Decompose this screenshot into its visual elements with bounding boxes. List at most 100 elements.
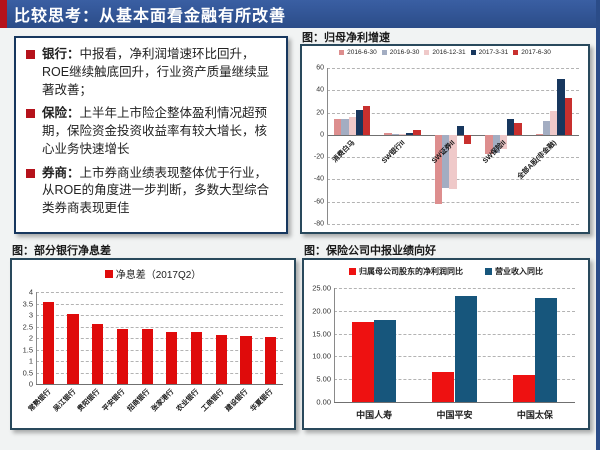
bar [557, 79, 565, 135]
bar [534, 298, 557, 402]
bar [116, 328, 128, 384]
x-axis-label: 中国人寿 [356, 410, 393, 420]
y-tick-label: 1.5 [22, 345, 33, 354]
title-bar: 比较思考：从基本面看金融有所改善 [0, 0, 600, 28]
y-axis-line [36, 292, 37, 384]
gridline [327, 90, 579, 92]
legend-item: 净息差（2017Q2） [104, 266, 201, 281]
y-axis-line [327, 68, 328, 224]
bullet-body: 上市券商业绩表现整体优于行业，从ROE的角度进一步判断，多数大型综合类券商表现更… [42, 165, 270, 216]
bar [352, 321, 375, 402]
bar [391, 133, 399, 135]
bullet-text: 券商：上市券商业绩表现整体优于行业，从ROE的角度进一步判断，多数大型综合类券商… [42, 165, 276, 218]
y-tick-label: -20 [313, 153, 324, 161]
x-axis-label: 贵阳银行 [76, 388, 102, 414]
bar [67, 313, 79, 384]
bar [564, 98, 572, 135]
bar [507, 119, 515, 135]
y-tick-label: 20 [316, 109, 324, 117]
y-tick-label: -80 [313, 220, 324, 228]
legend-swatch [513, 50, 519, 55]
bar [434, 134, 443, 204]
bar [348, 117, 356, 135]
bar [463, 134, 472, 144]
x-axis-label: SW银行II [380, 139, 407, 165]
bar [432, 372, 455, 402]
x-axis-label: 中国平安 [436, 410, 473, 420]
legend-swatch [470, 50, 476, 55]
bar [442, 134, 450, 189]
bullet-marker [26, 109, 35, 119]
legend-swatch [339, 50, 345, 55]
legend-label: 营业收入同比 [495, 267, 543, 276]
y-tick-label: 4 [28, 287, 33, 297]
y-tick-label: 0 [320, 131, 324, 139]
chart-legend: 2016-6-30 2016-9-30 2016-12-31 2017-3-31 201… [302, 49, 588, 56]
x-axis-label: 消费白马 [331, 139, 357, 165]
bullet-item-insurance: 保险：上半年上市险企整体盈利情况超预期，保险资金投资收益率有较大增长，核心业务快… [26, 105, 276, 158]
bullet-text: 保险：上半年上市险企整体盈利情况超预期，保险资金投资收益率有较大增长，核心业务快… [42, 105, 276, 158]
legend-item: 2016-6-30 [339, 49, 377, 56]
bullet-item-banks: 银行：中报看，净利润增速环比回升，ROE继续触底回升，行业资产质量继续显著改善； [26, 46, 276, 99]
bar [42, 302, 54, 384]
bar [355, 110, 364, 135]
page-title: 比较思考：从基本面看金融有所改善 [14, 8, 287, 25]
legend-item: 归属母公司股东的净利润同比 [349, 266, 463, 277]
bullet-label: 保险： [42, 106, 80, 121]
gridline [36, 338, 283, 339]
y-tick-label: 0.00 [316, 397, 331, 407]
chart-title-insurance-results: 图：保险公司中报业绩向好 [304, 245, 436, 257]
bar [190, 332, 203, 384]
y-tick-label: 20.00 [312, 306, 331, 316]
x-axis-label: 工商银行 [200, 388, 226, 414]
bullet-marker [26, 168, 35, 178]
legend-swatch [485, 268, 492, 275]
bar [542, 121, 551, 135]
bullet-label: 券商： [42, 165, 80, 180]
bar [512, 374, 535, 402]
bullet-body: 上半年上市险企整体盈利情况超预期，保险资金投资收益率有较大增长，核心业务快速增长 [42, 106, 268, 156]
y-tick-label: 60 [316, 64, 324, 72]
x-axis-label: 全部A股(非金融) [516, 139, 558, 181]
title-accent-strip [0, 0, 7, 28]
legend-label: 2017-6-30 [521, 49, 551, 56]
summary-panel: 银行：中报看，净利润增速环比回升，ROE继续触底回升，行业资产质量继续显著改善；… [14, 36, 288, 234]
bar [413, 130, 421, 135]
y-tick-label: 3.5 [22, 299, 33, 308]
bullet-marker [26, 50, 35, 59]
legend-label: 2016-6-30 [347, 49, 377, 56]
chart-legend: 归属母公司股东的净利润同比 营业收入同比 [304, 266, 588, 277]
bar [398, 133, 407, 135]
bar [265, 336, 277, 384]
gridline [334, 288, 575, 289]
right-edge-strip [596, 0, 600, 450]
x-axis-label: 建设银行 [225, 388, 250, 414]
y-tick-label: 10.00 [312, 351, 331, 361]
legend-item: 2017-3-31 [470, 49, 508, 56]
legend-item: 2017-6-30 [513, 49, 551, 56]
legend-label: 2016-9-30 [389, 49, 420, 56]
chart-plot-area: 0 0.5 1 1.5 2 2.5 3 3.5 4 常熟银行 吴江银行 贵阳银行 平安银行 招商银行 张家港… [23, 288, 283, 413]
y-tick-label: 5.00 [316, 374, 331, 384]
y-tick-label: 0.5 [22, 368, 33, 377]
bullet-body: 中报看，净利润增速环比回升，ROE继续触底回升，行业资产质量继续显著改善； [42, 47, 270, 97]
legend-item: 营业收入同比 [485, 266, 543, 277]
bar [499, 134, 508, 150]
bar [449, 134, 457, 190]
bar [406, 132, 414, 135]
chart-title-bank-nim: 图：部分银行净息差 [12, 245, 111, 257]
chart-legend: 净息差（2017Q2） [12, 266, 294, 281]
legend-swatch [104, 269, 113, 278]
bar [514, 122, 522, 135]
bar [341, 119, 349, 135]
y-tick-label: 2.5 [22, 322, 33, 331]
y-axis-line [334, 288, 335, 402]
y-tick-label: 25.00 [312, 283, 331, 293]
chart-plot-area: 0.00 5.00 10.00 15.00 20.00 25.00 中国人寿 中国平安 中国太保 [312, 284, 575, 420]
y-tick-label: -40 [313, 175, 324, 183]
legend-item: 2016-12-31 [424, 49, 466, 56]
x-axis-label: 华夏银行 [249, 388, 275, 414]
y-tick-label: 1 [28, 356, 33, 366]
legend-swatch [349, 268, 356, 275]
bullet-item-brokers: 券商：上市券商业绩表现整体优于行业，从ROE的角度进一步判断，多数大型综合类券商… [26, 165, 276, 218]
